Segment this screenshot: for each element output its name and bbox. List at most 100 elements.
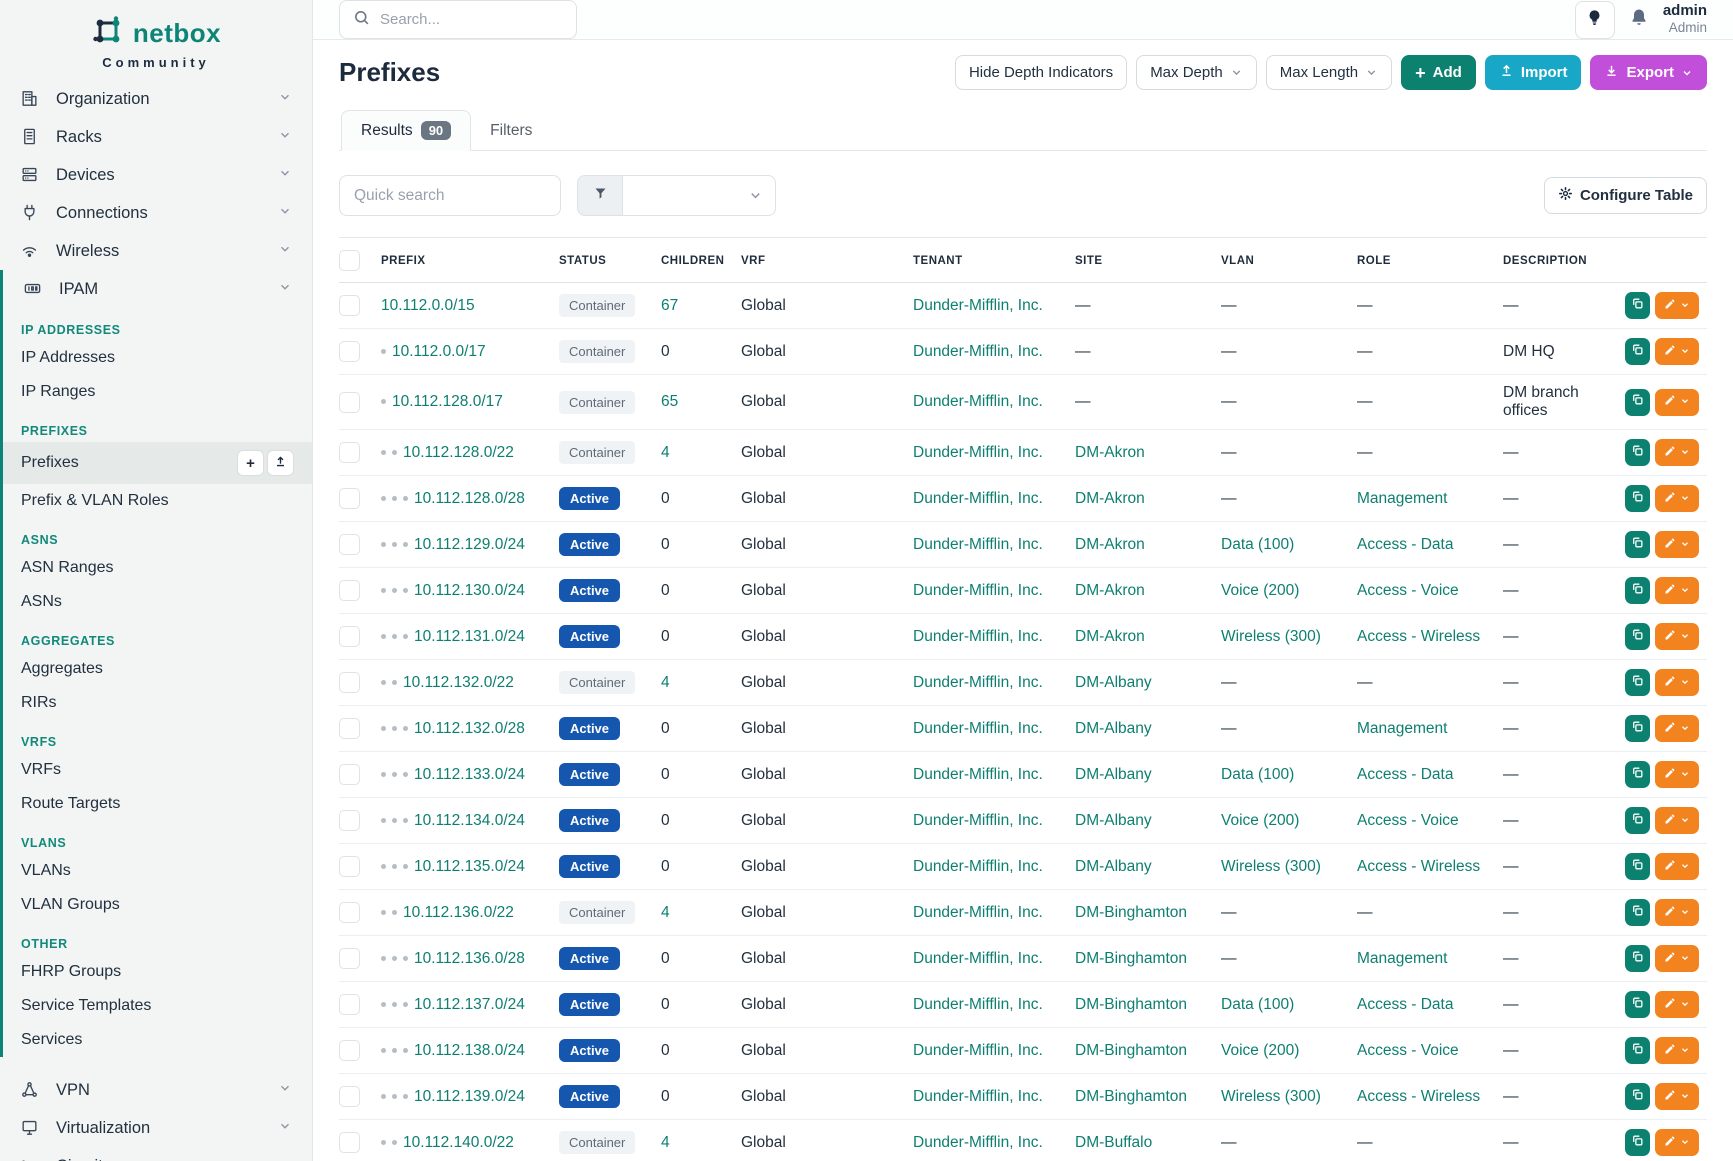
prefix-link[interactable]: 10.112.139.0/24 (414, 1087, 525, 1105)
row-checkbox[interactable] (339, 1086, 360, 1107)
clone-button[interactable] (1625, 1083, 1650, 1110)
tenant-link[interactable]: Dunder-Mifflin, Inc. (913, 857, 1043, 875)
vlan-link[interactable]: Voice (200) (1221, 1041, 1300, 1059)
search-input[interactable] (380, 11, 563, 28)
notifications-button[interactable] (1629, 7, 1649, 32)
clone-button[interactable] (1625, 1129, 1650, 1156)
edit-button[interactable] (1654, 1129, 1699, 1156)
clone-button[interactable] (1625, 991, 1650, 1018)
row-checkbox[interactable] (339, 948, 360, 969)
row-checkbox[interactable] (339, 856, 360, 877)
prefix-link[interactable]: 10.112.136.0/28 (414, 949, 525, 967)
prefix-link[interactable]: 10.112.132.0/22 (403, 673, 514, 691)
edit-button[interactable] (1654, 761, 1699, 788)
prefix-link[interactable]: 10.112.138.0/24 (414, 1041, 525, 1059)
tenant-link[interactable]: Dunder-Mifflin, Inc. (913, 1133, 1043, 1151)
quick-add-button[interactable]: + (237, 450, 264, 476)
children-count-link[interactable]: 4 (661, 443, 670, 461)
prefix-link[interactable]: 10.112.133.0/24 (414, 765, 525, 783)
tenant-link[interactable]: Dunder-Mifflin, Inc. (913, 949, 1043, 967)
tenant-link[interactable]: Dunder-Mifflin, Inc. (913, 443, 1043, 461)
tenant-link[interactable]: Dunder-Mifflin, Inc. (913, 535, 1043, 553)
row-checkbox[interactable] (339, 902, 360, 923)
site-link[interactable]: DM-Albany (1075, 857, 1152, 875)
sidebar-item-ip-addresses[interactable]: IP Addresses (21, 349, 115, 366)
tenant-link[interactable]: Dunder-Mifflin, Inc. (913, 342, 1043, 360)
sidebar-item-connections[interactable]: Connections (0, 194, 312, 232)
prefix-link[interactable]: 10.112.130.0/24 (414, 581, 525, 599)
row-checkbox[interactable] (339, 672, 360, 693)
row-checkbox[interactable] (339, 341, 360, 362)
row-checkbox[interactable] (339, 764, 360, 785)
edit-button[interactable] (1654, 899, 1699, 926)
clone-button[interactable] (1625, 899, 1650, 926)
edit-button[interactable] (1654, 531, 1699, 558)
prefix-link[interactable]: 10.112.131.0/24 (414, 627, 525, 645)
children-count-link[interactable]: 65 (661, 393, 679, 410)
import-button[interactable]: Import (1484, 55, 1582, 90)
quick-import-button[interactable] (267, 450, 294, 476)
site-link[interactable]: DM-Akron (1075, 627, 1145, 645)
column-header-status[interactable]: STATUS (559, 238, 661, 283)
prefix-link[interactable]: 10.112.128.0/17 (392, 393, 503, 410)
clone-button[interactable] (1625, 531, 1650, 558)
row-checkbox[interactable] (339, 810, 360, 831)
edit-button[interactable] (1654, 388, 1699, 416)
max-length-dropdown[interactable]: Max Length (1265, 55, 1393, 90)
prefix-link[interactable]: 10.112.136.0/22 (403, 903, 514, 921)
tenant-link[interactable]: Dunder-Mifflin, Inc. (913, 903, 1043, 921)
row-checkbox[interactable] (339, 442, 360, 463)
role-link[interactable]: Access - Wireless (1357, 627, 1481, 645)
site-link[interactable]: DM-Binghamton (1075, 1087, 1187, 1105)
quick-search-input[interactable] (339, 175, 561, 216)
sidebar-item-prefixes[interactable]: Prefixes + (3, 442, 312, 484)
tenant-link[interactable]: Dunder-Mifflin, Inc. (913, 1087, 1043, 1105)
row-checkbox[interactable] (339, 580, 360, 601)
clone-button[interactable] (1625, 853, 1650, 880)
role-link[interactable]: Access - Data (1357, 995, 1454, 1013)
tenant-link[interactable]: Dunder-Mifflin, Inc. (913, 673, 1043, 691)
sidebar-item-prefix-vlan-roles[interactable]: Prefix & VLAN Roles (21, 492, 169, 509)
row-checkbox[interactable] (339, 534, 360, 555)
theme-toggle-button[interactable] (1574, 0, 1615, 39)
clone-button[interactable] (1625, 807, 1650, 834)
site-link[interactable]: DM-Akron (1075, 535, 1145, 553)
sidebar-item-ip-ranges[interactable]: IP Ranges (21, 383, 96, 400)
role-link[interactable]: Access - Voice (1357, 581, 1459, 599)
role-link[interactable]: Management (1357, 489, 1448, 507)
sidebar-item-vlans[interactable]: VLANs (21, 862, 71, 879)
sidebar-item-aggregates[interactable]: Aggregates (21, 660, 103, 677)
clone-button[interactable] (1625, 623, 1650, 650)
site-link[interactable]: DM-Albany (1075, 811, 1152, 829)
edit-button[interactable] (1654, 715, 1699, 742)
tenant-link[interactable]: Dunder-Mifflin, Inc. (913, 296, 1043, 314)
tenant-link[interactable]: Dunder-Mifflin, Inc. (913, 811, 1043, 829)
prefix-link[interactable]: 10.112.137.0/24 (414, 995, 525, 1013)
prefix-link[interactable]: 10.112.0.0/17 (392, 342, 486, 360)
role-link[interactable]: Access - Voice (1357, 1041, 1459, 1059)
site-link[interactable]: DM-Buffalo (1075, 1133, 1153, 1151)
children-count-link[interactable]: 4 (661, 673, 670, 691)
tenant-link[interactable]: Dunder-Mifflin, Inc. (913, 765, 1043, 783)
children-count-link[interactable]: 67 (661, 296, 679, 314)
column-header-children[interactable]: CHILDREN (661, 238, 741, 283)
tenant-link[interactable]: Dunder-Mifflin, Inc. (913, 489, 1043, 507)
prefix-link[interactable]: 10.112.128.0/28 (414, 489, 525, 507)
configure-table-button[interactable]: Configure Table (1543, 177, 1707, 214)
tenant-link[interactable]: Dunder-Mifflin, Inc. (913, 627, 1043, 645)
sidebar-item-devices[interactable]: Devices (0, 156, 312, 194)
clone-button[interactable] (1625, 761, 1650, 788)
add-button[interactable]: + Add (1401, 55, 1476, 90)
site-link[interactable]: DM-Albany (1075, 673, 1152, 691)
column-header-role[interactable]: ROLE (1357, 238, 1503, 283)
edit-button[interactable] (1654, 853, 1699, 880)
prefix-link[interactable]: 10.112.132.0/28 (414, 719, 525, 737)
clone-button[interactable] (1625, 485, 1650, 512)
filter-button[interactable] (577, 175, 623, 216)
prefix-link[interactable]: 10.112.129.0/24 (414, 535, 525, 553)
site-link[interactable]: DM-Albany (1075, 765, 1152, 783)
edit-button[interactable] (1654, 292, 1699, 319)
tenant-link[interactable]: Dunder-Mifflin, Inc. (913, 393, 1043, 410)
sidebar-item-vrfs[interactable]: VRFs (21, 761, 61, 778)
row-checkbox[interactable] (339, 1040, 360, 1061)
